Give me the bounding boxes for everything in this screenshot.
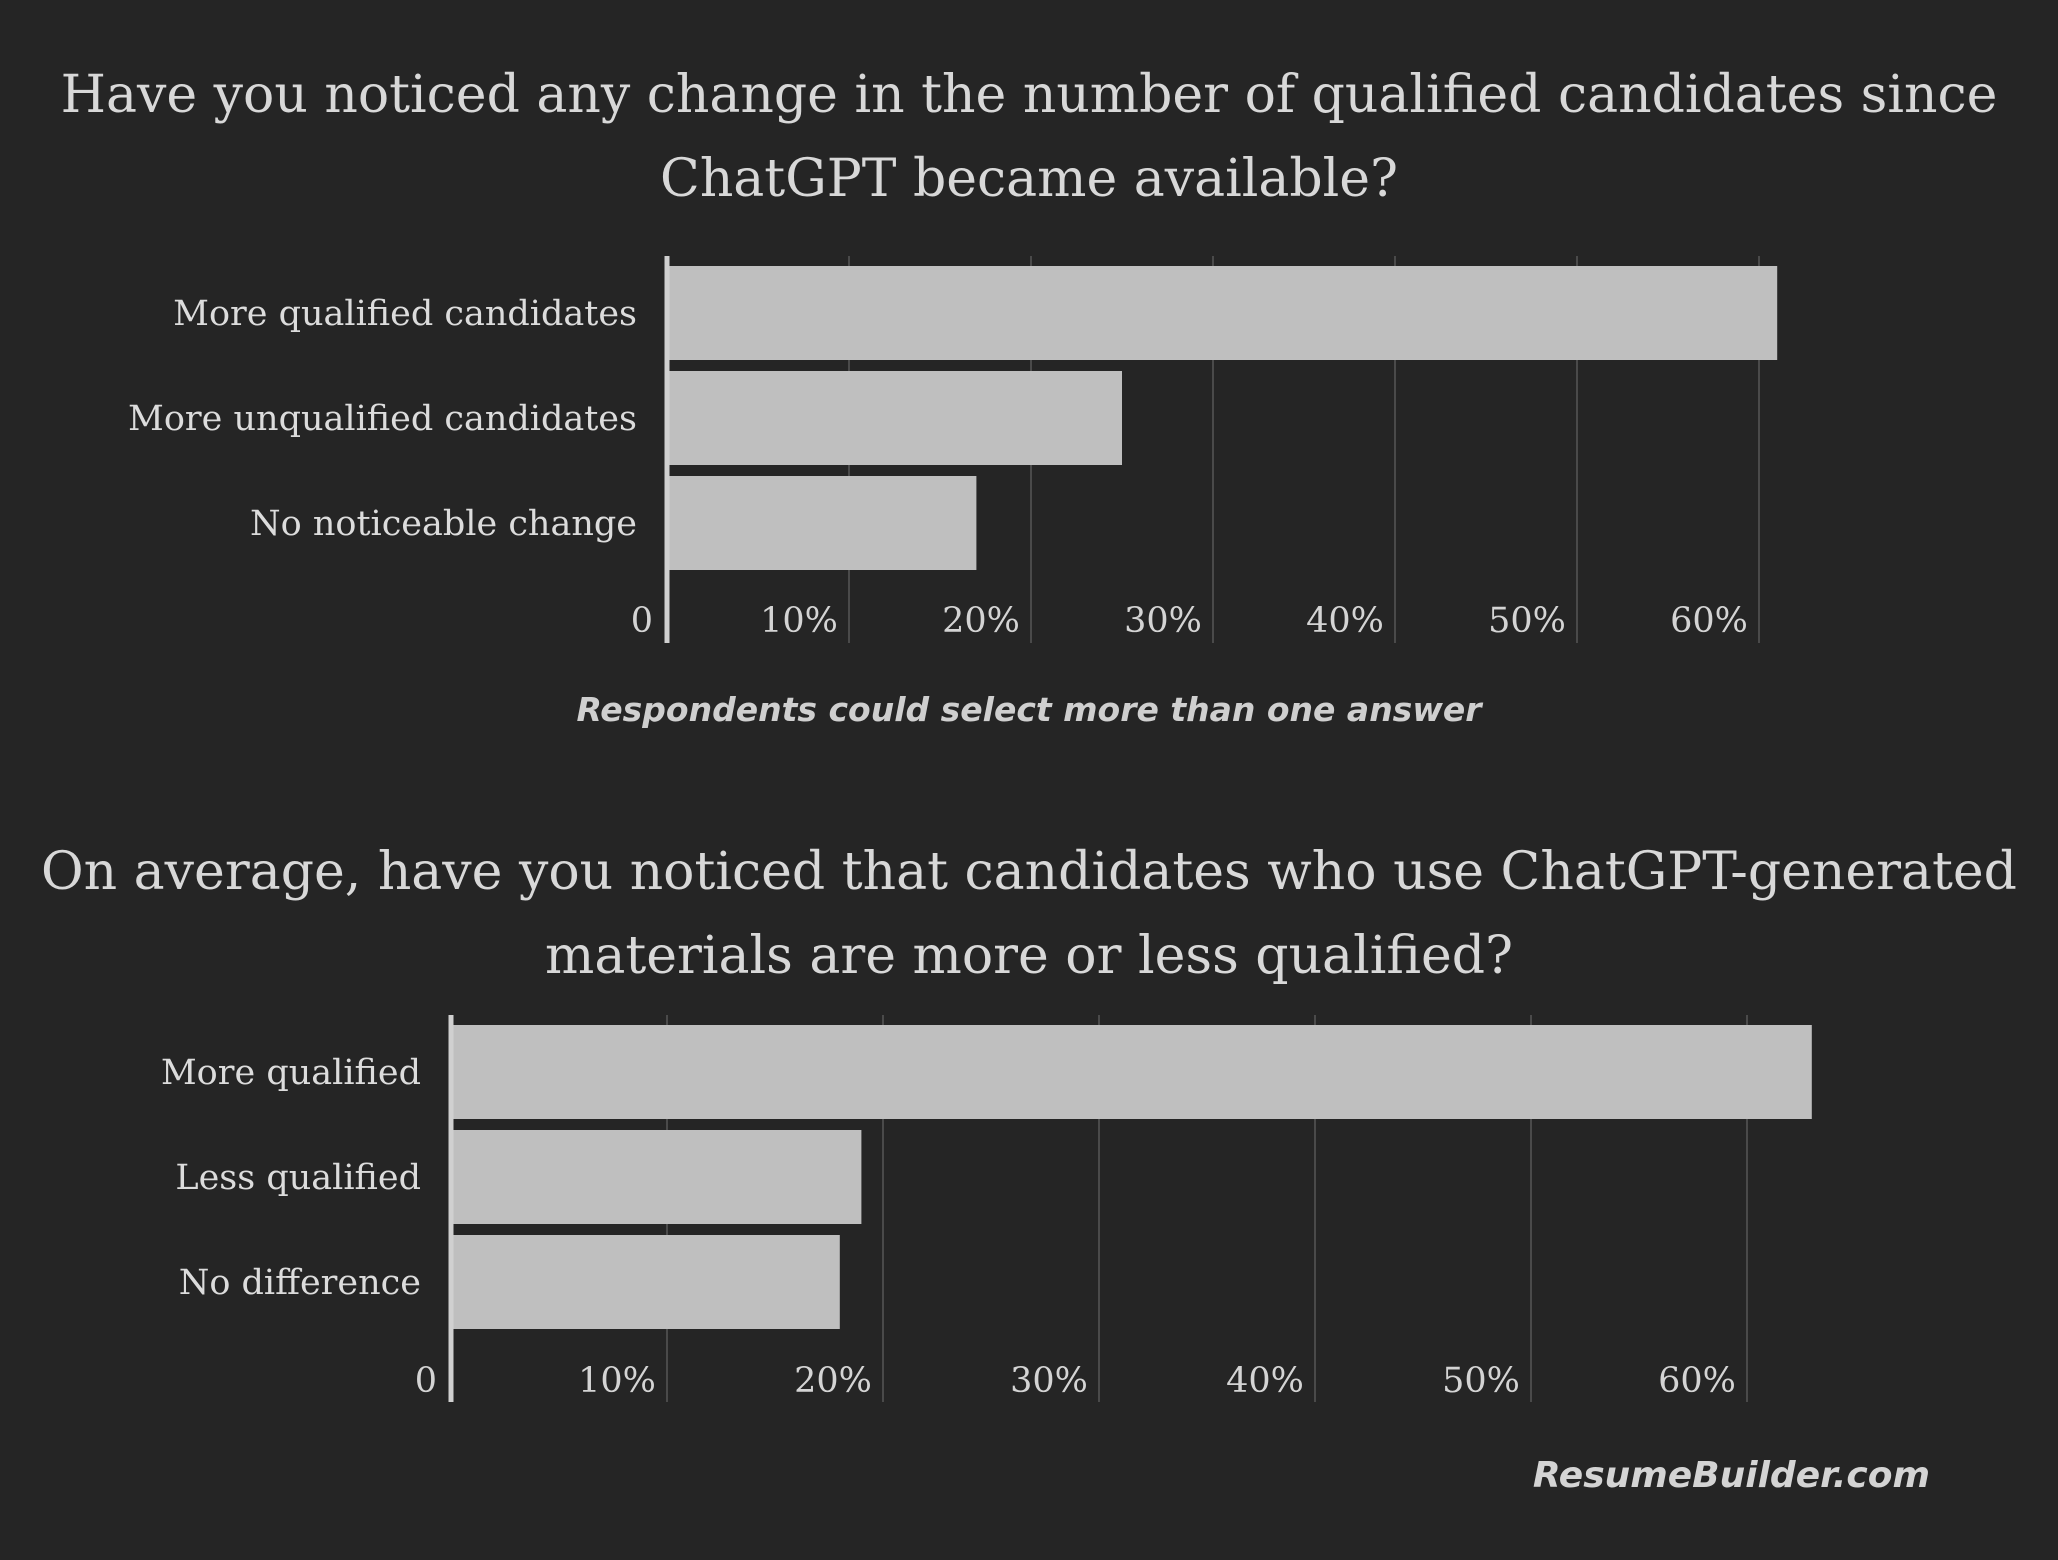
chart-1-plot: More qualified candidates More unqualifie… [128, 256, 1778, 643]
chart-2-bar [451, 1235, 840, 1329]
chart-2-tick-label: 50% [1442, 1361, 1520, 1401]
chart-2-tick-label: 30% [1010, 1361, 1088, 1401]
chart-1-category-label: More unqualified candidates [128, 399, 637, 439]
chart-1-bar [667, 266, 1778, 360]
chart-1-tick-label: 20% [942, 601, 1020, 641]
chart-2-category-label: Less qualified [175, 1158, 421, 1198]
chart-1-tick-label: 10% [760, 601, 838, 641]
chart-2-tick-label: 10% [578, 1361, 656, 1401]
chart-2-tick-label: 60% [1658, 1361, 1736, 1401]
chart-1-tick-label: 50% [1488, 601, 1566, 641]
chart-2-category-label: No difference [179, 1263, 421, 1303]
chart-1-bar [667, 371, 1122, 465]
chart-2-tick-label: 20% [794, 1361, 872, 1401]
chart-1-bar [667, 476, 977, 570]
chart-2-tick-label: 40% [1226, 1361, 1304, 1401]
source-credit: ResumeBuilder.com [1532, 1455, 1930, 1496]
chart-2-bar [451, 1025, 1812, 1119]
chart-1-tick-label: 40% [1306, 601, 1384, 641]
chart-1-tick-label: 0 [631, 601, 653, 641]
chart-1-note: Respondents could select more than one a… [576, 690, 1482, 729]
chart-2-title: On average, have you noticed that candid… [41, 842, 2017, 986]
chart-2-category-label: More qualified [161, 1053, 421, 1093]
chart-2-bar [451, 1130, 862, 1224]
chart-1-category-label: More qualified candidates [173, 294, 637, 334]
chart-1-title: Have you noticed any change in the numbe… [60, 65, 1998, 209]
chart-1-tick-label: 60% [1670, 601, 1748, 641]
chart-1-category-label: No noticeable change [250, 504, 637, 544]
chart-2-tick-label: 0 [415, 1361, 437, 1401]
chart-2-plot: More qualified Less qualified No differenc… [161, 1015, 1812, 1402]
chart-1-tick-label: 30% [1124, 601, 1202, 641]
